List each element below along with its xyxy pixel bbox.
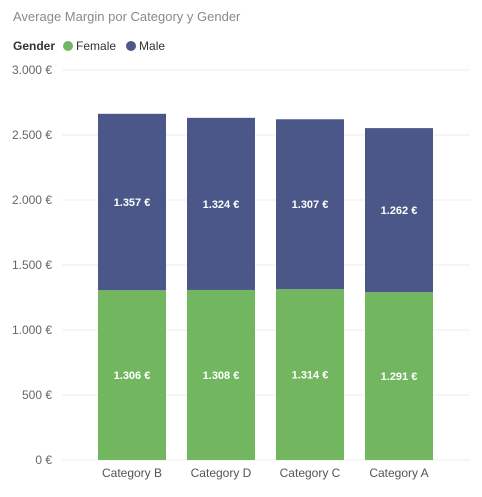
data-label: 1.324 €	[203, 199, 240, 211]
data-label: 1.308 €	[203, 370, 240, 382]
y-tick-label: 3.000 €	[12, 63, 52, 77]
legend-swatch	[63, 41, 74, 51]
y-tick-label: 2.500 €	[12, 128, 52, 142]
legend-title: Gender	[13, 39, 56, 53]
legend-swatch	[126, 41, 137, 51]
bar-male-category-c[interactable]	[276, 119, 344, 290]
legend-label: Female	[76, 39, 117, 53]
data-label: 1.314 €	[292, 370, 329, 382]
bar-male-category-b[interactable]	[98, 113, 166, 291]
x-tick-label: Category C	[280, 466, 341, 480]
data-label: 1.306 €	[114, 370, 151, 382]
y-tick-label: 2.000 €	[12, 193, 52, 207]
legend-label: Male	[139, 39, 166, 53]
y-tick-label: 500 €	[22, 388, 52, 402]
y-tick-label: 1.500 €	[12, 258, 52, 272]
chart-title: Average Margin por Category y Gender	[13, 9, 241, 24]
y-tick-label: 1.000 €	[12, 323, 52, 337]
legend: Gender Female Male	[13, 38, 175, 54]
bar-female-category-a[interactable]	[365, 292, 433, 460]
legend-item-female[interactable]: Female	[63, 39, 116, 53]
x-tick-label: Category A	[369, 466, 428, 480]
x-tick-label: Category D	[191, 466, 252, 480]
data-label: 1.262 €	[381, 205, 418, 217]
y-tick-label: 0 €	[35, 453, 52, 467]
bar-female-category-d[interactable]	[187, 289, 255, 460]
bar-male-category-d[interactable]	[187, 117, 255, 290]
legend-item-male[interactable]: Male	[126, 39, 165, 53]
x-tick-label: Category B	[102, 466, 162, 480]
data-label: 1.307 €	[292, 199, 329, 211]
bar-male-category-a[interactable]	[365, 128, 433, 293]
bar-female-category-c[interactable]	[276, 289, 344, 460]
data-label: 1.291 €	[381, 371, 418, 383]
data-label: 1.357 €	[114, 197, 151, 209]
bar-female-category-b[interactable]	[98, 290, 166, 460]
